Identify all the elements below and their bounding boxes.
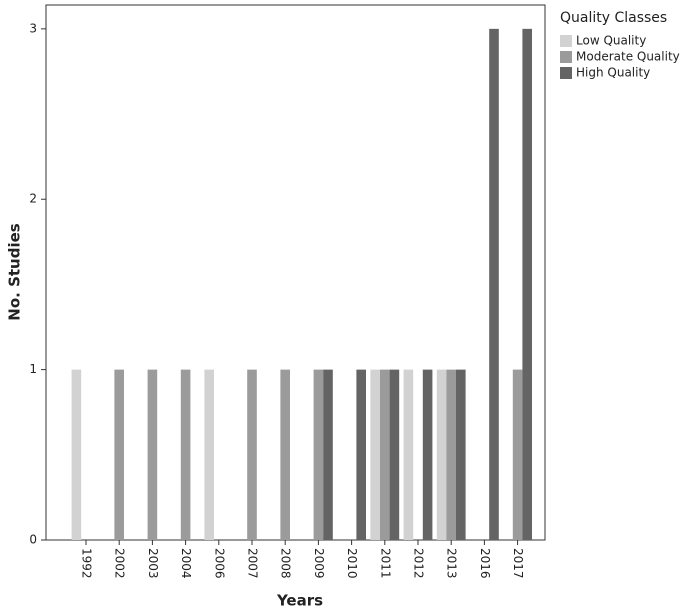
bar <box>204 369 214 540</box>
bar <box>446 369 456 540</box>
legend-swatch <box>560 67 572 79</box>
x-tick-label: 2010 <box>345 548 359 579</box>
bar <box>436 369 447 540</box>
bar <box>313 369 324 540</box>
x-tick-label: 2003 <box>146 548 160 579</box>
y-tick-label: 2 <box>29 192 37 206</box>
x-tick-label: 2006 <box>212 548 226 579</box>
bar <box>389 369 400 540</box>
x-axis-title: Years <box>276 592 323 610</box>
bar <box>356 369 366 540</box>
plot-frame <box>45 4 546 541</box>
legend-swatch <box>560 51 572 63</box>
x-tick-label: 2016 <box>478 548 492 579</box>
legend-title: Quality Classes <box>560 10 667 26</box>
bar <box>512 369 523 540</box>
bar <box>380 369 390 540</box>
y-axis-title: No. Studies <box>6 223 24 320</box>
legend-label: High Quality <box>576 66 650 80</box>
x-tick-label: 2009 <box>312 548 326 579</box>
y-tick-label: 0 <box>29 533 37 547</box>
x-tick-label: 2007 <box>246 548 260 579</box>
legend-swatch <box>560 35 572 47</box>
x-tick-label: 2002 <box>113 548 127 579</box>
bar <box>114 369 124 540</box>
x-tick-label: 2012 <box>412 548 426 579</box>
bar <box>489 28 499 540</box>
x-tick-label: 1992 <box>80 548 94 579</box>
x-tick-label: 2017 <box>511 548 525 579</box>
bar <box>147 369 158 540</box>
bar <box>323 369 333 540</box>
bar <box>522 28 532 540</box>
legend-label: Low Quality <box>576 34 646 48</box>
x-tick-label: 2011 <box>378 548 392 579</box>
bar <box>422 369 433 540</box>
bar <box>71 369 82 540</box>
x-tick-label: 2008 <box>279 548 293 579</box>
bar <box>403 369 414 540</box>
y-tick-label: 1 <box>29 362 37 376</box>
bar <box>456 369 466 540</box>
bar <box>180 369 191 540</box>
bar <box>280 369 290 540</box>
legend-label: Moderate Quality <box>576 50 680 64</box>
bar <box>247 369 257 540</box>
y-tick-label: 3 <box>29 21 37 35</box>
x-tick-label: 2004 <box>179 548 193 579</box>
x-tick-label: 2013 <box>445 548 459 579</box>
bar <box>370 369 380 540</box>
